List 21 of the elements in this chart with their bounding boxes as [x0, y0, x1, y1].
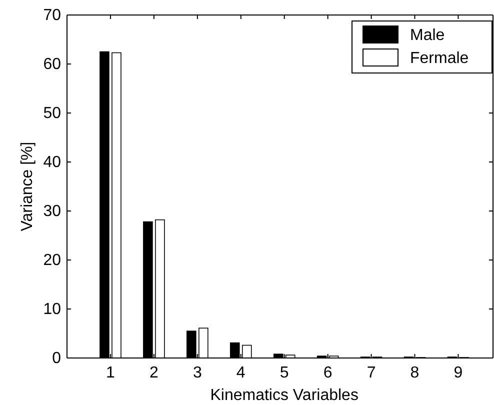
y-tick-label: 70: [43, 7, 62, 24]
x-tick-label: 1: [106, 364, 116, 382]
x-tick-label: 6: [323, 364, 332, 382]
x-tick-label: 5: [280, 364, 289, 382]
x-tick-label: 8: [410, 364, 420, 382]
y-tick-label: 40: [43, 154, 62, 172]
y-axis-title: Variance [%]: [19, 142, 36, 232]
x-axis-title: Kinematics Variables: [210, 387, 358, 404]
y-tick-label: 60: [43, 56, 62, 74]
x-tick-label: 7: [366, 364, 376, 382]
legend-label: Fermale: [410, 50, 469, 67]
x-tick-label: 9: [454, 364, 463, 382]
x-tick-label: 3: [192, 364, 202, 382]
y-tick-label: 30: [43, 203, 62, 220]
y-tick-label: 0: [52, 350, 62, 368]
y-tick-label: 20: [43, 252, 62, 270]
y-tick-label: 50: [43, 105, 62, 122]
x-tick-label: 4: [236, 364, 246, 382]
legend-label: Male: [410, 27, 445, 44]
y-tick-label: 10: [43, 301, 62, 318]
x-tick-label: 2: [149, 364, 158, 382]
